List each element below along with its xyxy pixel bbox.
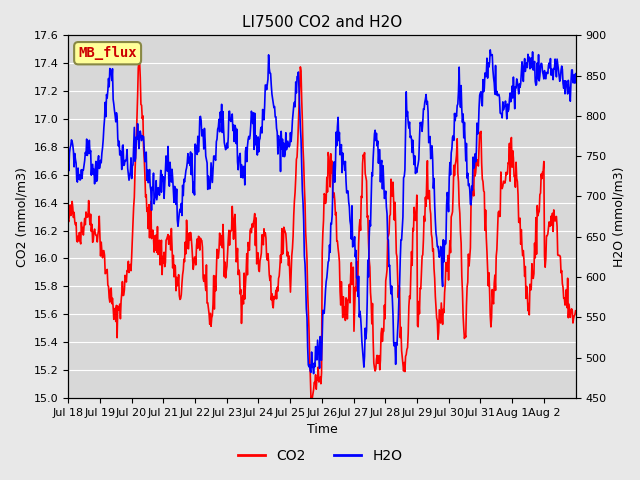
CO2 [375,353,383,359]
CO2 [404,345,412,350]
Y-axis label: H2O (mmol/m3): H2O (mmol/m3) [612,167,625,267]
Line: CO2: CO2 [68,61,575,398]
CO2 [124,268,132,274]
H2O [403,113,411,119]
CO2 [262,235,270,241]
Text: MB_flux: MB_flux [78,46,137,60]
H2O [243,144,250,150]
H2O [374,160,382,166]
Line: H2O: H2O [68,50,575,373]
H2O [310,371,317,376]
CO2 [572,308,579,313]
X-axis label: Time: Time [307,423,337,436]
H2O [217,119,225,125]
Legend: CO2, H2O: CO2, H2O [232,443,408,468]
H2O [572,71,579,76]
Title: LI7500 CO2 and H2O: LI7500 CO2 and H2O [242,15,402,30]
CO2 [308,395,316,401]
CO2 [218,235,225,241]
H2O [124,166,132,171]
CO2 [136,59,143,64]
H2O [262,82,269,88]
Y-axis label: CO2 (mmol/m3): CO2 (mmol/m3) [15,167,28,266]
H2O [64,160,72,166]
H2O [486,47,494,53]
CO2 [243,251,251,256]
CO2 [64,217,72,223]
